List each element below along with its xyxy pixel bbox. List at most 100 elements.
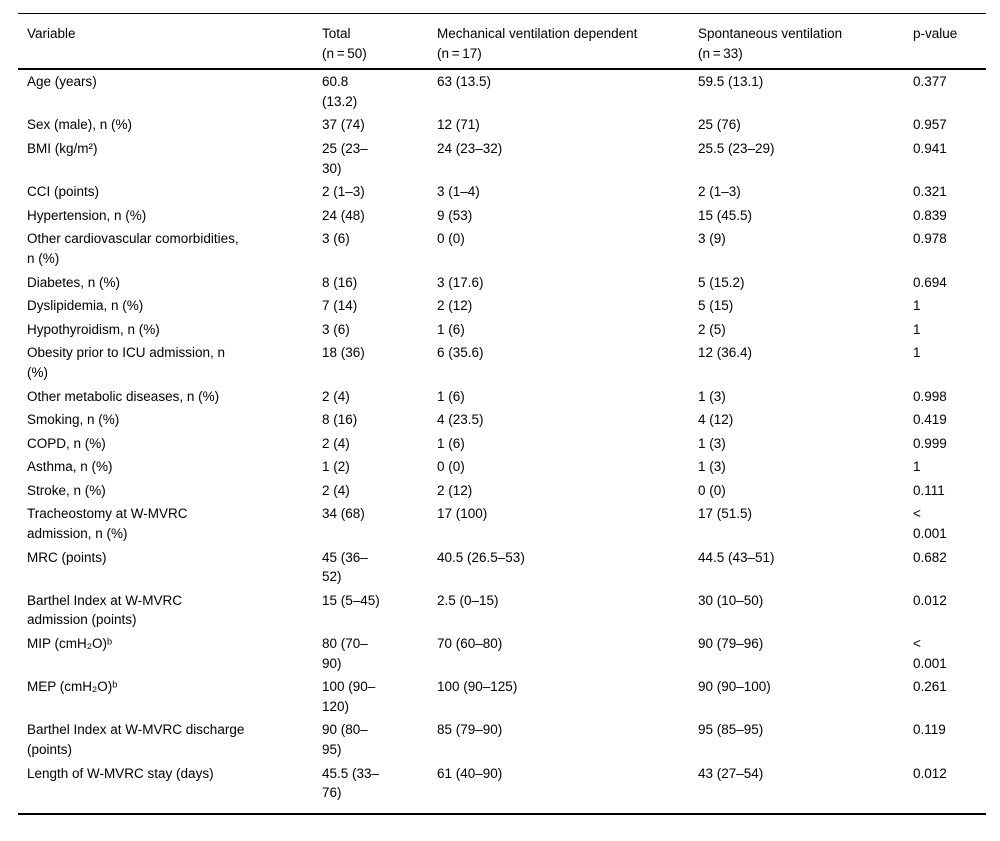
cell-sv: 15 (45.5) <box>698 207 753 223</box>
cell-p: 0.839 <box>913 207 947 223</box>
cell-p: 0.978 <box>913 231 947 247</box>
cell-sv: 1 (3) <box>698 459 726 475</box>
cell-p: < 0.001 <box>913 506 947 542</box>
cell-variable: Barthel Index at W-MVRC admission (point… <box>27 592 183 628</box>
paper-table-container: Variable Total (n = 50) Mechanical venti… <box>18 13 986 815</box>
cell-variable: Hypothyroidism, n (%) <box>27 321 160 337</box>
cell-variable: Obesity prior to ICU admission, n (%) <box>27 345 226 380</box>
cell-variable: COPD, n (%) <box>27 435 106 451</box>
table-row: Other cardiovascular comorbidities, n (%… <box>18 227 986 270</box>
cell-total: 18 (36) <box>322 345 365 361</box>
cell-p: 0.321 <box>913 184 947 200</box>
cell-mv: 70 (60–80) <box>437 636 503 652</box>
table-row: Hypothyroidism, n (%) 3 (6) 1 (6) 2 (5) 1 <box>18 318 986 342</box>
cell-mv: 3 (17.6) <box>437 274 484 290</box>
cell-variable: Dyslipidemia, n (%) <box>27 298 144 314</box>
cell-sv: 90 (79–96) <box>698 636 764 652</box>
table-row: Age (years) 60.8 (13.2) 63 (13.5) 59.5 (13.… <box>18 69 986 113</box>
cell-p: 0.998 <box>913 388 947 404</box>
cell-total: 3 (6) <box>322 231 350 247</box>
cell-variable: Asthma, n (%) <box>27 459 113 475</box>
table-row: Obesity prior to ICU admission, n (%) 18 … <box>18 341 986 384</box>
cell-total: 60.8 (13.2) <box>322 74 358 109</box>
cell-mv: 6 (35.6) <box>437 345 484 361</box>
table-row: Sex (male), n (%) 37 (74) 12 (71) 25 (76) 0.… <box>18 113 986 137</box>
cell-sv: 12 (36.4) <box>698 345 753 361</box>
table-row: Tracheostomy at W-MVRC admission, n (%) 3… <box>18 502 986 545</box>
cell-mv: 0 (0) <box>437 231 465 247</box>
table-row: CCI (points) 2 (1–3) 3 (1–4) 2 (1–3) 0.321 <box>18 180 986 204</box>
cell-sv: 95 (85–95) <box>698 722 764 738</box>
cell-variable: MIP (cmH₂O)ᵇ <box>27 636 113 652</box>
cell-variable: CCI (points) <box>27 184 100 200</box>
cell-mv: 2.5 (0–15) <box>437 592 499 608</box>
column-header-variable: Variable <box>18 13 322 71</box>
cell-sv: 0 (0) <box>698 482 726 498</box>
cell-variable: MEP (cmH₂O)ᵇ <box>27 679 118 695</box>
cell-sv: 44.5 (43–51) <box>698 549 775 565</box>
cell-p: 1 <box>913 321 921 337</box>
cell-p: 1 <box>913 298 921 314</box>
cell-variable: MRC (points) <box>27 549 107 565</box>
cell-mv: 85 (79–90) <box>437 722 503 738</box>
cell-total: 25 (23– 30) <box>322 140 368 176</box>
cell-total: 45.5 (33– 76) <box>322 765 380 801</box>
cell-mv: 40.5 (26.5–53) <box>437 549 525 565</box>
cell-mv: 17 (100) <box>437 506 488 522</box>
cell-mv: 61 (40–90) <box>437 765 503 781</box>
table-row: MIP (cmH₂O)ᵇ 80 (70– 90) 70 (60–80) 90 (79–… <box>18 632 986 675</box>
column-header-mechanical-ventilation: Mechanical ventilation dependent (n = 17… <box>437 13 698 71</box>
cell-sv: 1 (3) <box>698 388 726 404</box>
cell-sv: 43 (27–54) <box>698 765 764 781</box>
table-row: Dyslipidemia, n (%) 7 (14) 2 (12) 5 (15) 1 <box>18 294 986 318</box>
cell-sv: 3 (9) <box>698 231 726 247</box>
column-header-spontaneous-ventilation: Spontaneous ventilation (n = 33) <box>698 13 913 71</box>
cell-variable: BMI (kg/m²) <box>27 140 98 156</box>
cell-total: 2 (4) <box>322 435 350 451</box>
cell-mv: 2 (12) <box>437 298 473 314</box>
cell-mv: 1 (6) <box>437 388 465 404</box>
cell-mv: 1 (6) <box>437 321 465 337</box>
cell-sv: 1 (3) <box>698 435 726 451</box>
cell-total: 2 (4) <box>322 482 350 498</box>
cell-p: 0.419 <box>913 412 947 428</box>
cell-sv: 30 (10–50) <box>698 592 764 608</box>
table-body: Age (years) 60.8 (13.2) 63 (13.5) 59.5 (13.… <box>18 69 986 814</box>
cell-mv: 100 (90–125) <box>437 679 518 695</box>
cell-total: 24 (48) <box>322 207 365 223</box>
table-row: Length of W-MVRC stay (days) 45.5 (33– 76… <box>18 762 986 814</box>
cell-sv: 90 (90–100) <box>698 679 771 695</box>
cell-total: 3 (6) <box>322 321 350 337</box>
header-row: Variable Total (n = 50) Mechanical venti… <box>18 13 986 71</box>
cell-sv: 5 (15.2) <box>698 274 745 290</box>
cell-p: < 0.001 <box>913 636 947 671</box>
cell-mv: 4 (23.5) <box>437 412 484 428</box>
cell-mv: 9 (53) <box>437 207 473 223</box>
cell-mv: 1 (6) <box>437 435 465 451</box>
cell-p: 0.377 <box>913 74 947 90</box>
cell-total: 8 (16) <box>322 412 358 428</box>
cell-mv: 24 (23–32) <box>437 140 503 156</box>
cell-p: 0.941 <box>913 140 947 156</box>
cell-total: 45 (36– 52) <box>322 549 368 585</box>
cell-variable: Sex (male), n (%) <box>27 117 133 133</box>
cell-mv: 2 (12) <box>437 482 473 498</box>
cell-p: 0.012 <box>913 765 947 781</box>
table-header: Variable Total (n = 50) Mechanical venti… <box>18 13 986 71</box>
cell-p: 0.694 <box>913 274 947 290</box>
cell-total: 8 (16) <box>322 274 358 290</box>
table-row: Hypertension, n (%) 24 (48) 9 (53) 15 (45.5… <box>18 204 986 228</box>
cell-total: 80 (70– 90) <box>322 636 368 671</box>
cell-p: 0.111 <box>913 482 945 498</box>
cell-variable: Tracheostomy at W-MVRC admission, n (%) <box>27 506 188 542</box>
cell-sv: 25.5 (23–29) <box>698 140 775 156</box>
cell-sv: 5 (15) <box>698 298 734 314</box>
cell-sv: 25 (76) <box>698 117 741 133</box>
cell-sv: 2 (5) <box>698 321 726 337</box>
cell-total: 34 (68) <box>322 506 365 522</box>
cell-total: 37 (74) <box>322 117 365 133</box>
cell-total: 7 (14) <box>322 298 358 314</box>
cell-p: 0.012 <box>913 592 947 608</box>
cell-sv: 17 (51.5) <box>698 506 753 522</box>
cell-p: 0.682 <box>913 549 947 565</box>
